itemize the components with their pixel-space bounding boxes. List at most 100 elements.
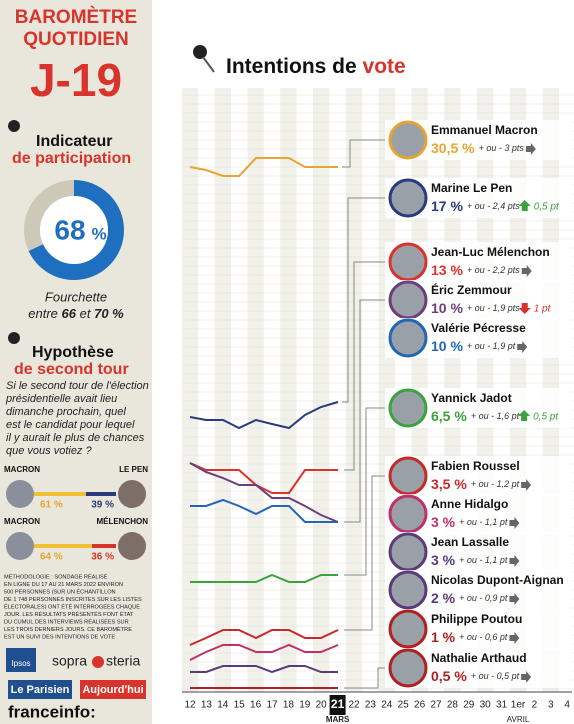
duel-value: 64 % xyxy=(40,552,63,563)
pin xyxy=(8,120,20,132)
title: QUOTIDIEN xyxy=(23,29,129,50)
trend-arrow xyxy=(521,265,532,277)
range-text: entre 66 et 70 % xyxy=(28,306,124,321)
stripe xyxy=(280,88,297,692)
candidate-name: Nicolas Dupont-Aignan xyxy=(431,573,564,587)
logo-box xyxy=(8,680,72,699)
day-label: 22 xyxy=(348,700,360,711)
method-line: DE 1 748 PERSONNES INSCRITES SUR LES LIS… xyxy=(4,597,142,603)
day-label: 14 xyxy=(217,700,229,711)
candidate-name: Éric Zemmour xyxy=(431,282,512,297)
pin xyxy=(193,45,207,59)
change: 0,5 pt xyxy=(534,202,560,213)
photo xyxy=(388,494,428,534)
method-line: EN LIGNE DU 17 AU 21 MARS 2022 ENVIRON xyxy=(4,582,123,588)
duel-value: 36 % xyxy=(91,552,114,563)
logo: sopra xyxy=(52,653,87,669)
day-label: 2 xyxy=(532,700,538,711)
day-label: 13 xyxy=(201,700,213,711)
photo xyxy=(388,570,428,610)
day-label: 18 xyxy=(283,700,295,711)
candidate-score: 3,5 % + ou - 1,2 pt xyxy=(431,476,520,492)
pin xyxy=(8,332,20,344)
logo-icon xyxy=(92,656,104,668)
candidate-score: 2 % + ou - 0,9 pt xyxy=(431,590,508,606)
photo xyxy=(388,609,428,649)
method-line: JOUR. LES RÉSULTATS PRÉSENTÉS FONT ÉTAT xyxy=(4,611,134,618)
photo xyxy=(6,532,34,560)
left-panel xyxy=(0,0,152,724)
photo xyxy=(388,318,428,358)
duel-left: MACRON xyxy=(4,465,40,474)
candidate-score: 0,5 % + ou - 0,5 pt xyxy=(431,668,520,684)
candidate-score: 6,5 % + ou - 1,6 pt xyxy=(431,408,520,424)
method-line: 500 PERSONNES (SUR UN ÉCHANTILLON xyxy=(4,588,116,595)
photo xyxy=(388,242,428,282)
duel-value: 39 % xyxy=(91,500,114,511)
duel-bar xyxy=(34,544,92,548)
photo xyxy=(388,120,428,160)
candidate-score: 10 % + ou - 1,9 pt xyxy=(431,338,516,354)
day-label: 30 xyxy=(480,700,492,711)
day-label: 17 xyxy=(266,700,278,711)
stripe xyxy=(181,88,199,692)
heading: Hypothèse xyxy=(32,344,114,361)
photo xyxy=(118,532,146,560)
today-box xyxy=(329,695,346,715)
candidate-name: Marine Le Pen xyxy=(431,181,512,195)
day-label: 24 xyxy=(381,700,393,711)
stripe xyxy=(247,88,264,692)
question: Si le second tour de l'électionprésident… xyxy=(5,380,149,457)
countdown: J-19 xyxy=(30,54,122,106)
question-line: il y aurait le plus de chances xyxy=(6,432,145,444)
day-label: 20 xyxy=(316,700,328,711)
day-label: 28 xyxy=(447,700,459,711)
photo xyxy=(118,480,146,508)
question-line: dimanche prochain, quel xyxy=(6,406,126,418)
trend-arrow xyxy=(525,143,536,155)
pin-needle xyxy=(202,56,215,73)
stripe xyxy=(313,88,330,692)
trend-arrow xyxy=(509,593,520,605)
month-label: AVRIL xyxy=(507,715,530,724)
candidate-name: Nathalie Arthaud xyxy=(431,651,527,665)
question-line: est le candidat pour lequel xyxy=(6,419,135,431)
candidate-score: 3 % + ou - 1,1 pt xyxy=(431,552,508,568)
duel-bar xyxy=(92,544,116,548)
heading: de second tour xyxy=(14,361,129,378)
day-label: 25 xyxy=(398,700,410,711)
photo xyxy=(388,456,428,496)
duels: MACRON LE PEN 61 % 39 % MACRON MÉLENCHON 64 % 3… xyxy=(4,465,148,563)
candidate-name: Valérie Pécresse xyxy=(431,321,526,335)
day-label: 4 xyxy=(564,700,570,711)
donut-hole xyxy=(40,196,108,264)
duel-right: MÉLENCHON xyxy=(96,517,148,526)
logo: steria xyxy=(106,653,140,669)
photo xyxy=(388,178,428,218)
logo: Aujourd'hui xyxy=(82,684,143,696)
candidate-name: Fabien Roussel xyxy=(431,459,520,473)
trend-arrow xyxy=(517,341,528,353)
method-line: DU CUMUL DES INTERVIEWS RÉALISÉES SUR xyxy=(4,618,129,625)
day-label: 16 xyxy=(250,700,262,711)
trend-arrow xyxy=(509,555,520,567)
candidate-score: 1 % + ou - 0,6 pt xyxy=(431,629,508,645)
candidate-name: Philippe Poutou xyxy=(431,612,522,626)
candidate-score: 17 % + ou - 2,4 pts xyxy=(431,198,520,214)
unit: % xyxy=(91,224,106,243)
range-label: Fourchette xyxy=(45,289,107,304)
day-label: 26 xyxy=(414,700,426,711)
photo xyxy=(6,480,34,508)
candidate-score: 3 % + ou - 1,1 pt xyxy=(431,514,508,530)
day-label: 19 xyxy=(299,700,311,711)
photo xyxy=(388,388,428,428)
question-line: présidentielle avait lieu xyxy=(5,393,117,405)
candidate-name: Jean-Luc Mélenchon xyxy=(431,245,550,259)
stripe xyxy=(214,88,231,692)
donut-arc xyxy=(24,180,124,280)
connectors xyxy=(342,139,385,689)
main-title: Intentions de vote xyxy=(226,55,406,78)
heading: Indicateur xyxy=(36,133,112,150)
method-line: MÉTHODOLOGIE : SONDAGE RÉALISÉ xyxy=(4,573,108,580)
